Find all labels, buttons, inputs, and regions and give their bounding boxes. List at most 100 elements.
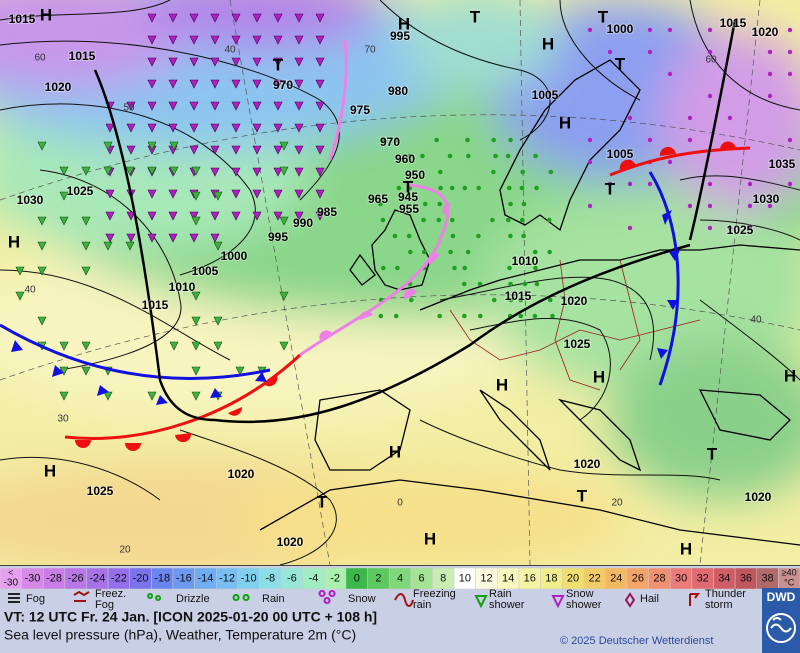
snow-symbol (273, 211, 283, 221)
scale-label: 0 (354, 572, 360, 584)
rain-symbol (508, 137, 513, 143)
isobar-label: 1020 (45, 80, 72, 94)
rain-symbol (505, 217, 511, 223)
snow-symbol (126, 145, 136, 155)
scale-label: -12 (219, 572, 235, 584)
scale-label: 30 (675, 572, 687, 584)
shower-symbol (191, 166, 201, 176)
isotherm-label: 40 (24, 285, 36, 296)
scale-label: ≥40 (782, 567, 797, 577)
snow-symbol (647, 181, 653, 187)
snow-symbol (252, 167, 262, 177)
legend: <-30 -30 -28 -26 -24 -22 -20 -18 -16 -14 -12 -10 -8-… (0, 565, 800, 653)
shower-symbol (279, 216, 289, 226)
rain-symbol (450, 233, 456, 239)
snow-symbol (273, 13, 283, 23)
rain-symbol (476, 185, 481, 191)
scale-label: 38 (761, 572, 773, 584)
scale-label: 34 (718, 572, 730, 584)
shower-symbol (59, 216, 69, 226)
rain-symbol (507, 185, 512, 191)
scale-label: -14 (197, 572, 213, 584)
rain-symbol (438, 185, 443, 191)
scale-label: -22 (111, 572, 127, 584)
snow-symbol (667, 71, 673, 77)
weather-label: Drizzle (176, 593, 210, 605)
weather-icon (73, 590, 90, 602)
snow-symbol (647, 27, 653, 33)
pressure-center: T (605, 179, 616, 198)
scale-label: 14 (502, 572, 514, 584)
rain-symbol (533, 153, 538, 159)
snow-symbol (210, 79, 220, 89)
scale-label: -8 (265, 572, 275, 584)
snow-symbol (147, 211, 157, 221)
snow-symbol (105, 123, 115, 133)
rain-symbol (521, 233, 526, 239)
isobar-label: 1025 (87, 484, 114, 498)
rain-symbol (380, 265, 386, 271)
rain-symbol (505, 153, 511, 159)
snow-symbol (210, 167, 220, 177)
snow-symbol (687, 203, 693, 209)
snow-symbol (252, 211, 262, 221)
shower-symbol (81, 216, 91, 226)
rain-symbol (449, 217, 455, 223)
pressure-center: T (598, 7, 609, 26)
scale-label: -2 (330, 572, 340, 584)
snow-symbol (147, 79, 157, 89)
snow-symbol (273, 167, 283, 177)
scale-label: 22 (588, 572, 600, 584)
shower-symbol (213, 191, 223, 201)
pressure-center: H (784, 366, 796, 385)
snow-symbol (231, 101, 241, 111)
weather-label: Fog (26, 593, 45, 605)
snow-symbol (315, 211, 325, 221)
temperature-scale: <-30 -30 -28 -26 -24 -22 -20 -18 -16 -14 -12 -10 -8-… (0, 567, 800, 590)
shower-symbol (147, 141, 157, 151)
scale-label: -4 (309, 572, 319, 584)
scale-label: -26 (68, 572, 84, 584)
isobar-label: 970 (380, 135, 400, 149)
weather-icon (689, 593, 700, 606)
snow-symbol (210, 35, 220, 45)
scale-label: 16 (524, 572, 536, 584)
shower-symbol (191, 216, 201, 226)
scale-label: 28 (653, 572, 665, 584)
snow-symbol (189, 211, 199, 221)
shower-symbol (81, 366, 91, 376)
isobar-label: 1020 (752, 25, 779, 39)
scale-label: °C (784, 577, 795, 587)
isobar-label: 960 (395, 152, 415, 166)
isobar-label: 1015 (505, 289, 532, 303)
isobar-label: 1005 (607, 147, 634, 161)
snow-symbol (147, 35, 157, 45)
rain-symbol (548, 169, 554, 175)
weather-label: Freez. (95, 588, 126, 600)
rain-symbol (477, 313, 483, 319)
rain-symbol (421, 217, 426, 223)
snow-symbol (315, 57, 325, 67)
rain-symbol (547, 297, 553, 303)
scale-label: -30 (24, 572, 40, 584)
shower-symbol (37, 216, 47, 226)
shower-symbol (213, 241, 223, 251)
snow-symbol (294, 123, 304, 133)
scale-label: 6 (419, 572, 425, 584)
shower-symbol (59, 166, 69, 176)
weather-label: Snow (348, 593, 376, 605)
snow-symbol (189, 13, 199, 23)
rain-symbol (520, 169, 526, 175)
isobar-label: 1030 (753, 192, 780, 206)
snow-symbol (252, 145, 262, 155)
rain-symbol (437, 313, 442, 319)
isobar-label: 945 (398, 190, 418, 204)
rain-symbol (421, 249, 427, 255)
pressure-center: H (424, 529, 436, 548)
scale-label: -28 (46, 572, 62, 584)
shower-symbol (81, 166, 91, 176)
snow-symbol (231, 57, 241, 67)
isobar-label: 985 (317, 205, 337, 219)
shower-symbol (213, 316, 223, 326)
rain-symbol (407, 185, 413, 191)
